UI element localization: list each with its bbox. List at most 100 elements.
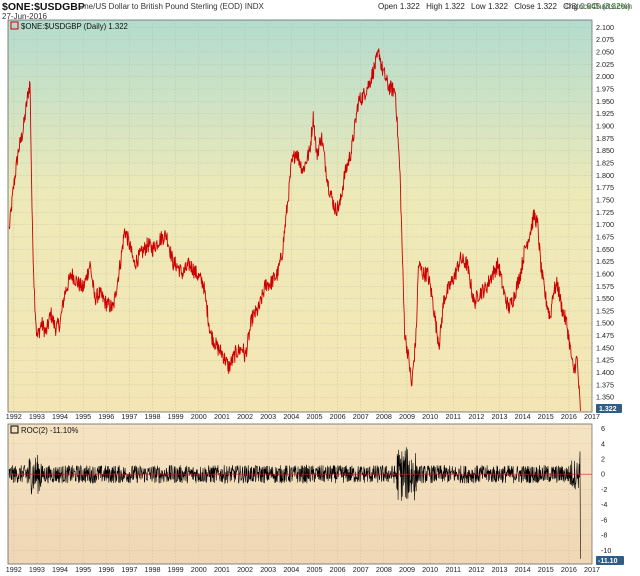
price-x-tick-2008: 2008 xyxy=(376,412,392,421)
roc-y-tick--6: -6 xyxy=(601,515,607,524)
roc-x-tick-2001: 2001 xyxy=(214,565,230,574)
roc-y-tick-6: 6 xyxy=(601,424,605,433)
price-y-tick-1.425: 1.425 xyxy=(596,356,614,365)
last-price-label: 1.322 xyxy=(599,406,617,413)
roc-x-tick-2004: 2004 xyxy=(283,565,299,574)
price-y-tick-1.525: 1.525 xyxy=(596,306,614,315)
roc-x-tick-1995: 1995 xyxy=(75,565,91,574)
price-x-tick-2009: 2009 xyxy=(399,412,415,421)
roc-x-tick-2014: 2014 xyxy=(515,565,531,574)
roc-x-tick-2000: 2000 xyxy=(191,565,207,574)
roc-legend: ROC(2) -11.10% xyxy=(10,425,79,435)
roc-x-tick-1992: 1992 xyxy=(6,565,22,574)
price-y-tick-1.700: 1.700 xyxy=(596,220,614,229)
price-x-tick-1993: 1993 xyxy=(29,412,45,421)
price-y-tick-1.625: 1.625 xyxy=(596,257,614,266)
price-y-tick-1.675: 1.675 xyxy=(596,232,614,241)
price-y-tick-1.975: 1.975 xyxy=(596,85,614,94)
roc-x-tick-1994: 1994 xyxy=(52,565,68,574)
price-y-tick-1.825: 1.825 xyxy=(596,158,614,167)
price-x-tick-1998: 1998 xyxy=(145,412,161,421)
roc-panel-background xyxy=(7,423,593,565)
roc-x-tick-2011: 2011 xyxy=(445,565,460,574)
last-price-badge: 1.322 xyxy=(596,404,622,413)
price-y-tick-2.075: 2.075 xyxy=(596,35,614,44)
chg-label: Chg xyxy=(563,2,578,11)
high-value: 1.322 xyxy=(444,2,465,11)
price-x-tick-2003: 2003 xyxy=(260,412,276,421)
roc-x-tick-1998: 1998 xyxy=(145,565,161,574)
price-x-tick-1992: 1992 xyxy=(6,412,22,421)
price-x-tick-2010: 2010 xyxy=(422,412,438,421)
roc-x-tick-2009: 2009 xyxy=(399,565,415,574)
roc-x-tick-2005: 2005 xyxy=(306,565,322,574)
price-x-tick-2011: 2011 xyxy=(445,412,460,421)
price-x-tick-1995: 1995 xyxy=(75,412,91,421)
price-y-tick-2.000: 2.000 xyxy=(596,72,614,81)
price-x-tick-2007: 2007 xyxy=(353,412,369,421)
roc-x-tick-2003: 2003 xyxy=(260,565,276,574)
symbol-title: $ONE:$USDGBP xyxy=(2,1,85,13)
price-y-tick-2.050: 2.050 xyxy=(596,48,614,57)
price-y-axis: 1.350 1.375 1.400 1.425 1.450 1.475 1.500 1.525… xyxy=(596,23,614,402)
price-x-tick-1997: 1997 xyxy=(121,412,137,421)
high-label: High xyxy=(426,2,443,11)
close-value: 1.322 xyxy=(536,2,557,11)
low-label: Low xyxy=(471,2,486,11)
roc-x-axis: 1992 1993 1994 1995 1996 1997 1998 1999 2000 2001… xyxy=(6,565,600,574)
price-y-tick-1.500: 1.500 xyxy=(596,319,614,328)
price-y-tick-1.850: 1.850 xyxy=(596,146,614,155)
price-y-tick-1.750: 1.750 xyxy=(596,195,614,204)
roc-y-tick--8: -8 xyxy=(601,531,607,540)
price-y-tick-1.900: 1.900 xyxy=(596,122,614,131)
price-y-tick-1.450: 1.450 xyxy=(596,343,614,352)
roc-x-tick-2017: 2017 xyxy=(584,565,600,574)
price-y-tick-1.650: 1.650 xyxy=(596,245,614,254)
symbol-description: One/US Dollar to British Pound Sterling … xyxy=(78,2,264,11)
roc-x-tick-1999: 1999 xyxy=(168,565,184,574)
roc-y-tick-4: 4 xyxy=(601,439,605,448)
close-label: Close xyxy=(514,2,535,11)
price-y-tick-2.025: 2.025 xyxy=(596,60,614,69)
price-y-tick-1.925: 1.925 xyxy=(596,109,614,118)
price-x-tick-2000: 2000 xyxy=(191,412,207,421)
roc-x-tick-1997: 1997 xyxy=(121,565,137,574)
price-gridlines xyxy=(8,20,593,412)
roc-x-tick-2016: 2016 xyxy=(561,565,577,574)
roc-x-tick-2006: 2006 xyxy=(330,565,346,574)
price-y-tick-1.600: 1.600 xyxy=(596,269,614,278)
roc-y-axis: -10 -8 -6 -4 -2 0 2 4 6 xyxy=(601,424,611,555)
roc-y-tick-2: 2 xyxy=(601,455,605,464)
price-legend-label: $ONE:$USDGBP (Daily) 1.322 xyxy=(21,22,128,31)
price-x-tick-2015: 2015 xyxy=(538,412,554,421)
open-value: 1.322 xyxy=(399,2,420,11)
price-y-tick-1.350: 1.350 xyxy=(596,393,614,402)
roc-y-tick-0: 0 xyxy=(601,470,605,479)
price-panel-background xyxy=(7,19,593,413)
roc-x-tick-2008: 2008 xyxy=(376,565,392,574)
price-x-tick-2004: 2004 xyxy=(283,412,299,421)
price-y-tick-1.400: 1.400 xyxy=(596,368,614,377)
price-y-tick-1.775: 1.775 xyxy=(596,183,614,192)
low-value: 1.322 xyxy=(487,2,508,11)
chart-date: 27-Jun-2016 xyxy=(2,12,47,21)
price-y-tick-2.100: 2.100 xyxy=(596,23,614,32)
price-y-tick-1.875: 1.875 xyxy=(596,134,614,143)
price-y-tick-1.550: 1.550 xyxy=(596,294,614,303)
price-y-tick-1.475: 1.475 xyxy=(596,331,614,340)
price-y-tick-1.800: 1.800 xyxy=(596,171,614,180)
roc-x-tick-2015: 2015 xyxy=(538,565,554,574)
ohlc-readout: Open 1.322 High 1.322 Low 1.322 Close 1.… xyxy=(378,2,630,11)
price-x-tick-2006: 2006 xyxy=(330,412,346,421)
roc-series-line xyxy=(8,447,581,559)
price-x-axis: 1992 1993 1994 1995 1996 1997 1998 1999 2000 2001… xyxy=(6,412,600,421)
roc-legend-label: ROC(2) -11.10% xyxy=(21,426,79,435)
roc-y-tick--4: -4 xyxy=(601,500,607,509)
price-x-tick-1999: 1999 xyxy=(168,412,184,421)
price-y-tick-1.725: 1.725 xyxy=(596,208,614,217)
price-x-tick-2017: 2017 xyxy=(584,412,600,421)
price-y-tick-1.950: 1.950 xyxy=(596,97,614,106)
chg-value: 0.045 (3.32%) xyxy=(580,2,631,11)
